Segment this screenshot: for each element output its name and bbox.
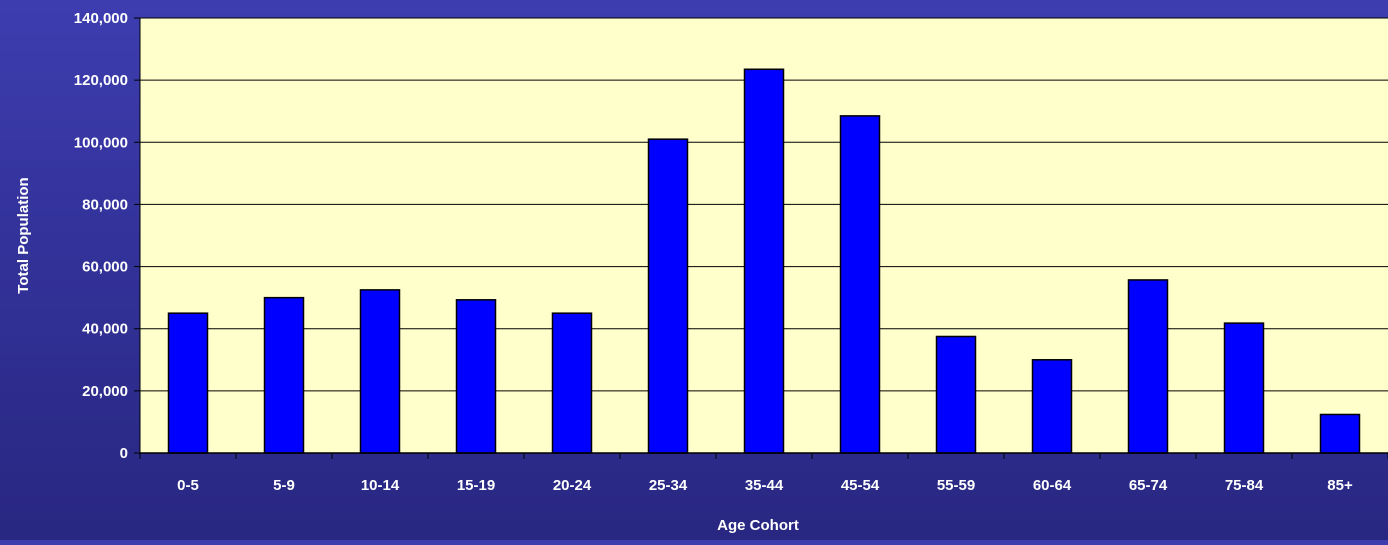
y-tick-label: 20,000 (82, 383, 128, 400)
bar-65-74 (1127, 279, 1169, 454)
y-tick-label: 40,000 (82, 321, 128, 338)
bar-0-5 (167, 312, 209, 454)
x-tick-label: 25-34 (649, 477, 688, 494)
x-tick-label: 0-5 (177, 477, 199, 494)
bar-75-84 (1223, 322, 1265, 454)
plot-area (140, 17, 1388, 454)
x-tick-label: 75-84 (1225, 477, 1264, 494)
bar-85+ (1319, 413, 1361, 454)
x-tick-label: 35-44 (745, 477, 784, 494)
y-tick-label: 80,000 (82, 196, 128, 213)
bar-5-9 (263, 296, 305, 454)
y-tick-label: 100,000 (74, 134, 128, 151)
x-tick-label: 45-54 (841, 477, 880, 494)
x-tick-label: 20-24 (553, 477, 592, 494)
y-tick-label: 0 (120, 445, 128, 462)
x-tick-label: 65-74 (1129, 477, 1168, 494)
bar-10-14 (359, 289, 401, 454)
axes: 0 20,000 40,000 60,000 80,000 100,000 120,000 1… (74, 10, 1388, 494)
bar-35-44 (743, 68, 785, 454)
y-axis-title: Total Population (15, 177, 32, 293)
x-tick-label: 55-59 (937, 477, 975, 494)
bar-25-34 (647, 138, 689, 454)
x-tick-label: 85+ (1327, 477, 1353, 494)
bar-60-64 (1031, 359, 1073, 454)
y-tick-label: 140,000 (74, 10, 128, 27)
x-axis-title: Age Cohort (717, 517, 799, 534)
x-tick-label: 60-64 (1033, 477, 1072, 494)
bar-15-19 (455, 299, 497, 454)
y-tick-label: 120,000 (74, 72, 128, 89)
x-tick-label: 5-9 (273, 477, 295, 494)
bar-20-24 (551, 312, 593, 454)
x-tick-label: 10-14 (361, 477, 400, 494)
bar-55-59 (935, 335, 977, 454)
x-tick-label: 15-19 (457, 477, 495, 494)
bar-45-54 (839, 115, 881, 454)
y-tick-label: 60,000 (82, 259, 128, 276)
